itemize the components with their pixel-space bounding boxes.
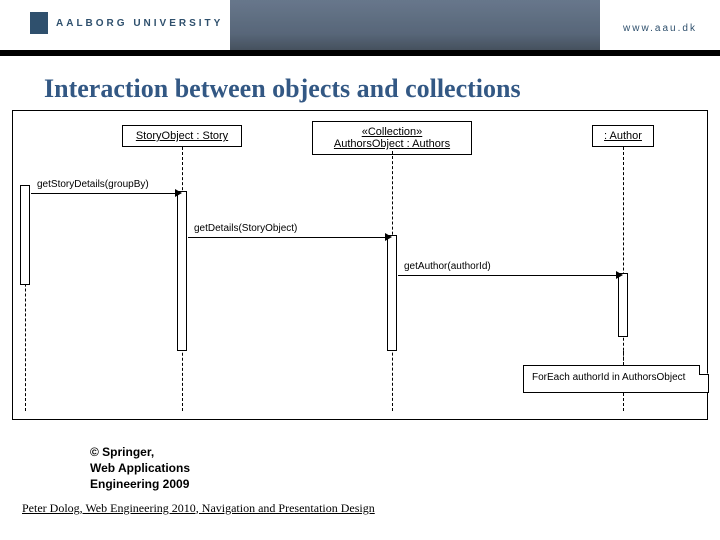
lifeline-header: StoryObject : Story — [122, 125, 242, 147]
site-url: www.aau.dk — [623, 23, 697, 34]
footer-text: Peter Dolog, Web Engineering 2010, Navig… — [16, 499, 381, 518]
activation-bar — [177, 191, 187, 351]
arrowhead-icon — [616, 271, 623, 279]
credits-line: Web Applications — [90, 460, 720, 476]
arrowhead-icon — [175, 189, 182, 197]
message-label: getDetails(StoryObject) — [194, 223, 297, 234]
arrowhead-icon — [385, 233, 392, 241]
university-logo: AALBORG UNIVERSITY — [30, 12, 223, 34]
footer: Peter Dolog, Web Engineering 2010, Navig… — [16, 499, 704, 518]
message-label: getStoryDetails(groupBy) — [37, 179, 149, 190]
slide-title: Interaction between objects and collecti… — [44, 74, 720, 104]
uml-note: ForEach authorId in AuthorsObject — [523, 365, 709, 393]
message-arrow — [188, 237, 386, 238]
logo-icon — [30, 12, 48, 34]
banner-right-panel: www.aau.dk — [600, 0, 720, 56]
lifeline-header: : Author — [592, 125, 654, 147]
activation-bar — [20, 185, 30, 285]
credits-line: © Springer, — [90, 444, 720, 460]
header-banner: AALBORG UNIVERSITY www.aau.dk — [0, 0, 720, 56]
lifeline-header: «Collection» AuthorsObject : Authors — [312, 121, 472, 155]
activation-bar — [618, 273, 628, 337]
credits-line: Engineering 2009 — [90, 476, 720, 492]
message-label: getAuthor(authorId) — [404, 261, 491, 272]
message-arrow — [398, 275, 617, 276]
image-credits: © Springer, Web Applications Engineering… — [90, 444, 720, 493]
banner-underline — [0, 50, 720, 56]
message-arrow — [31, 193, 176, 194]
note-anchor-line — [623, 351, 624, 365]
sequence-diagram: StoryObject : Story «Collection» AuthorsO… — [12, 110, 708, 420]
note-fold-icon — [699, 365, 709, 375]
activation-bar — [387, 235, 397, 351]
logo-text: AALBORG UNIVERSITY — [56, 18, 223, 29]
